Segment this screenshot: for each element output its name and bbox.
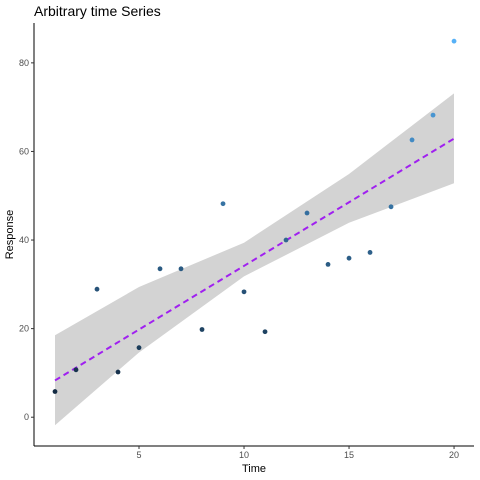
data-point [430, 112, 436, 118]
x-tick-label: 10 [239, 450, 249, 460]
data-point [346, 255, 352, 261]
x-axis-ticks: 5 10 15 20 [137, 446, 459, 460]
x-tick-label: 20 [449, 450, 459, 460]
data-point [388, 204, 394, 210]
data-point [136, 345, 142, 351]
data-point [241, 289, 247, 295]
data-point [199, 327, 205, 332]
data-point [94, 286, 100, 292]
x-axis-label: Time [242, 463, 266, 475]
data-point [304, 210, 310, 216]
x-tick-label: 5 [137, 450, 142, 460]
data-point [409, 137, 415, 143]
data-point [220, 201, 226, 207]
data-point [451, 38, 457, 44]
data-point [367, 250, 373, 255]
y-tick-label: 60 [19, 146, 29, 156]
y-tick-label: 20 [19, 324, 29, 334]
data-point [178, 266, 184, 272]
y-tick-label: 40 [19, 235, 29, 245]
y-tick-label: 80 [19, 58, 29, 68]
data-point [73, 367, 79, 373]
trend-line [54, 137, 455, 382]
x-tick-label: 15 [344, 450, 354, 460]
data-point [325, 261, 331, 267]
data-point [262, 329, 268, 335]
y-axis-ticks: 0 20 40 60 80 [19, 58, 34, 422]
data-point [157, 266, 163, 272]
chart-title: Arbitrary time Series [34, 3, 161, 19]
data-points [52, 38, 457, 394]
data-point [115, 369, 121, 375]
data-point [52, 389, 58, 394]
y-tick-label: 0 [24, 412, 29, 422]
data-point [283, 237, 289, 243]
y-axis-label: Response [4, 210, 16, 260]
